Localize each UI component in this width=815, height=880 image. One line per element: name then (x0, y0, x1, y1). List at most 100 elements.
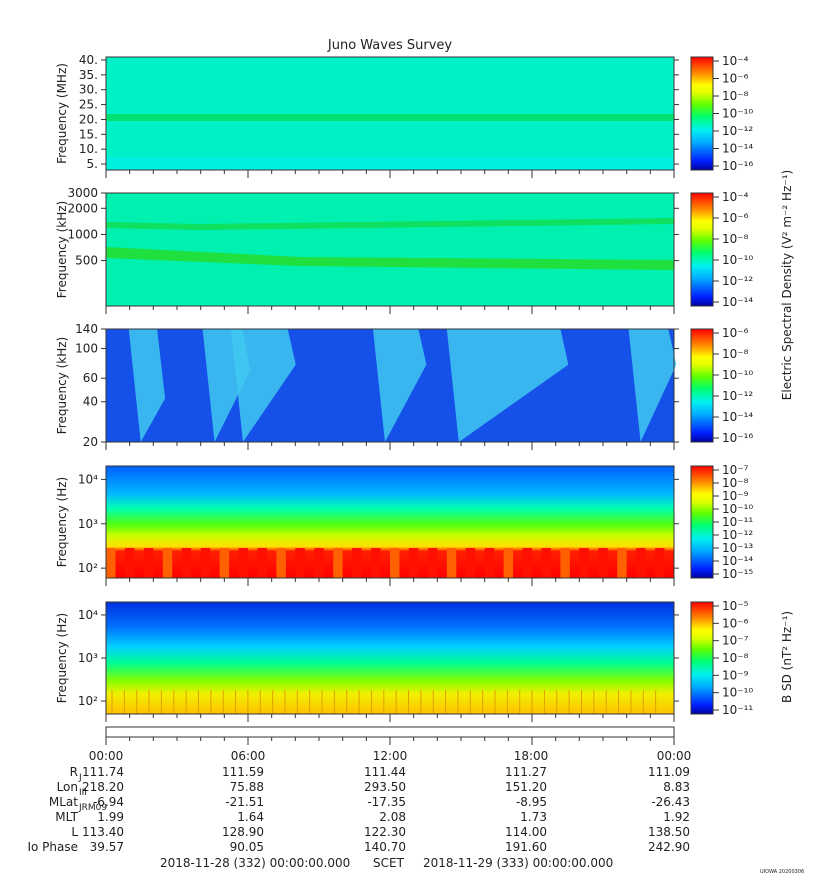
version-stamp: UIOWA 20200306 (760, 869, 804, 875)
y-tick-label: 20. (79, 112, 98, 126)
emission-streak (219, 548, 230, 578)
ephemeris-value: 1.64 (237, 810, 264, 824)
ephemeris-value: 138.50 (648, 825, 690, 839)
colorbar-tick-label: 10⁻⁶ (722, 326, 749, 340)
ephemeris-row-label: Lon (57, 780, 78, 794)
ephemeris-row-label: MLT (55, 810, 78, 824)
emission-streak (484, 548, 495, 578)
colorbar-tick-label: 10⁻⁸ (722, 347, 749, 361)
ephemeris-value: 191.60 (505, 840, 547, 854)
emission-streak (295, 548, 305, 578)
emission-streak (636, 548, 646, 578)
colorbar-tick-label: 10⁻¹⁰ (722, 107, 753, 121)
y-tick-label: 30. (79, 83, 98, 97)
ephemeris-value: 75.88 (230, 780, 264, 794)
ephemeris-value: 114.00 (505, 825, 547, 839)
ephemeris-value: -6.94 (93, 795, 124, 809)
colorbar-tick-label: 10⁻¹¹ (722, 703, 753, 717)
colorbar-tick-label: 10⁻⁸ (722, 476, 749, 490)
time-tick-label: 00:00 (89, 749, 124, 763)
colorbar-tick-label: 10⁻¹⁴ (722, 410, 753, 424)
colorbar-tick-label: 10⁻¹¹ (722, 515, 753, 529)
ephemeris-value: -21.51 (225, 795, 264, 809)
colorbar-tick-label: 10⁻¹⁶ (722, 431, 753, 445)
colorbar-tick-label: 10⁻⁴ (722, 54, 749, 68)
time-tick-label: 00:00 (657, 749, 692, 763)
emission-burst (446, 329, 569, 442)
ephemeris-row-sub: JRM09 (78, 803, 107, 813)
colorbar-tick-label: 10⁻⁴ (722, 190, 749, 204)
ephemeris-value: 218.20 (82, 780, 124, 794)
spectrogram-2-upper-band (106, 218, 674, 230)
y-tick-label: 5. (87, 157, 98, 171)
ephemeris-row-label: MLat (49, 795, 78, 809)
emission-streak (257, 548, 267, 578)
ephemeris-value: 111.59 (222, 765, 264, 779)
ephemeris-value: 90.05 (230, 840, 264, 854)
colorbar-tick-label: 10⁻¹⁰ (722, 502, 753, 516)
y-axis-label: Frequency (MHz) (55, 63, 69, 164)
colorbar (690, 465, 714, 579)
ephemeris-value: 293.50 (364, 780, 406, 794)
electric-colorbar-title: Electric Spectral Density (V² m⁻² Hz⁻¹) (780, 170, 794, 400)
y-tick-label: 10⁴ (78, 472, 98, 486)
start-time: 2018-11-28 (332) 00:00:00.000 (160, 856, 350, 870)
y-tick-label: 10³ (78, 651, 98, 665)
colorbar-tick-label: 10⁻¹⁰ (722, 253, 753, 267)
emission-burst (230, 329, 296, 442)
y-axis-label: Frequency (Hz) (55, 477, 69, 568)
emission-streak (124, 548, 135, 578)
colorbar-tick-label: 10⁻¹² (722, 124, 753, 138)
colorbar-tick-label: 10⁻¹⁰ (722, 686, 753, 700)
spectrogram-1-low-fringe (106, 157, 674, 170)
ephemeris-row-sub: J (78, 773, 82, 783)
ephemeris-value: 111.27 (505, 765, 547, 779)
emission-streak (106, 548, 116, 578)
emission-streak (427, 548, 438, 578)
emission-streak (390, 548, 400, 578)
colorbar-tick-label: 10⁻⁵ (722, 599, 749, 613)
colorbar-tick-label: 10⁻⁹ (722, 668, 749, 682)
ephemeris-value: 1.73 (520, 810, 547, 824)
time-tick-label: 18:00 (514, 749, 549, 763)
colorbar (690, 328, 714, 443)
y-tick-label: 500 (75, 254, 98, 268)
ephemeris-value: 140.70 (364, 840, 406, 854)
y-tick-label: 10⁴ (78, 608, 98, 622)
figure-title: Juno Waves Survey (327, 38, 453, 53)
panel-1 (105, 56, 675, 171)
colorbar-tick-label: 10⁻¹² (722, 389, 753, 403)
ephemeris-row-label: Io Phase (27, 840, 78, 854)
ephemeris-row-label: L (71, 825, 78, 839)
emission-streak (503, 548, 514, 578)
emission-burst (628, 329, 677, 442)
colorbar-tick-label: 10⁻⁷ (722, 463, 749, 477)
emission-streak (465, 548, 476, 578)
y-tick-label: 10. (79, 142, 98, 156)
y-tick-label: 10² (78, 694, 98, 708)
spectrogram-5-background (106, 602, 674, 714)
emission-streak (238, 548, 248, 578)
y-tick-label: 100 (75, 342, 98, 356)
emission-streak (314, 548, 324, 578)
colorbar-tick-label: 10⁻¹³ (722, 541, 753, 555)
ephemeris-value: 151.20 (505, 780, 547, 794)
y-tick-label: 35. (79, 68, 98, 82)
y-tick-label: 10³ (78, 517, 98, 531)
colorbar-tick-label: 10⁻⁸ (722, 232, 749, 246)
spectrogram-1-background (106, 57, 674, 170)
ephemeris-value: 128.90 (222, 825, 264, 839)
ephemeris-value: -17.35 (367, 795, 406, 809)
colorbar-tick-label: 10⁻⁶ (722, 616, 749, 630)
time-axis (105, 726, 675, 738)
y-axis-label: Frequency (kHz) (55, 337, 69, 434)
colorbar-tick-label: 10⁻⁹ (722, 489, 749, 503)
y-tick-label: 20 (83, 435, 98, 449)
colorbar-tick-label: 10⁻¹⁵ (722, 567, 753, 581)
colorbar-tick-label: 10⁻¹² (722, 528, 753, 542)
ephemeris-value: 242.90 (648, 840, 690, 854)
emission-streak (352, 548, 362, 578)
colorbar-tick-label: 10⁻⁷ (722, 634, 749, 648)
emission-streak (276, 548, 286, 578)
